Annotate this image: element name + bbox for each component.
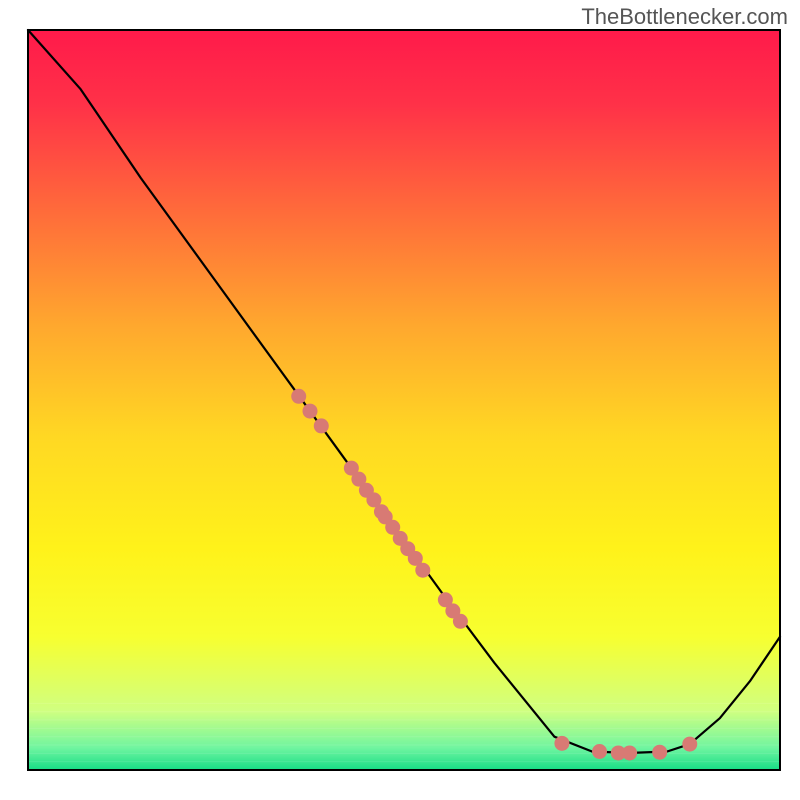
plot-background [28, 30, 780, 770]
scatter-point [622, 745, 637, 760]
scatter-point [291, 389, 306, 404]
scatter-point [314, 418, 329, 433]
watermark-text: TheBottlenecker.com [581, 4, 788, 30]
scatter-point [415, 563, 430, 578]
scatter-point [652, 745, 667, 760]
scatter-point [554, 736, 569, 751]
scatter-point [453, 614, 468, 629]
scatter-point [682, 737, 697, 752]
chart-container: TheBottlenecker.com [0, 0, 800, 800]
scatter-point [303, 404, 318, 419]
scatter-point [592, 744, 607, 759]
chart-svg [0, 0, 800, 800]
